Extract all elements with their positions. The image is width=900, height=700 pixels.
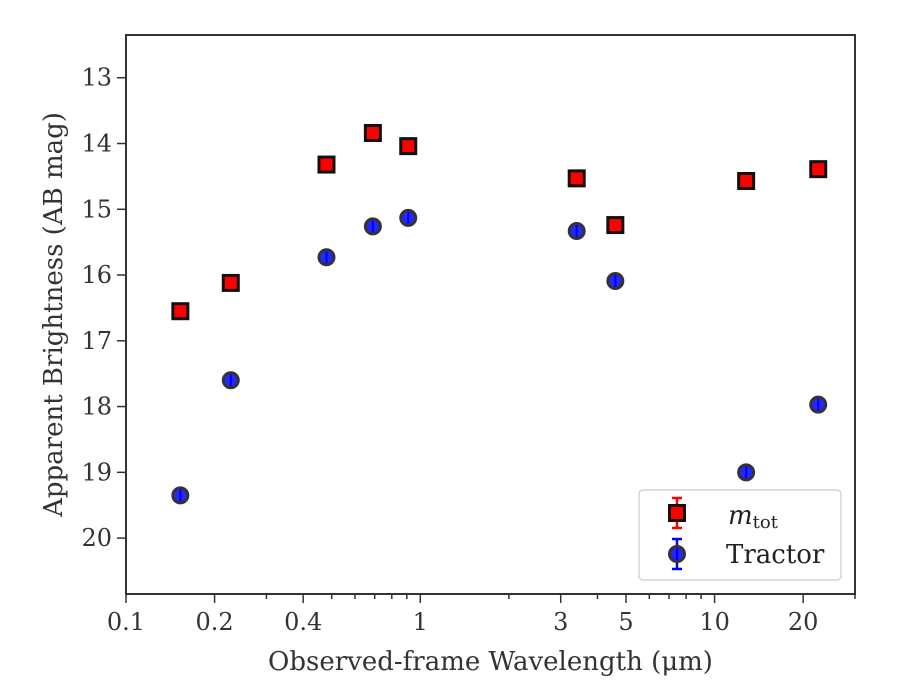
y-axis-label: Apparent Brightness (AB mag) — [39, 112, 69, 518]
y-tick-label: 15 — [81, 195, 112, 223]
x-tick-label: 0.2 — [196, 608, 234, 636]
legend-label-m-tot-base: m — [728, 501, 753, 531]
data-points — [171, 123, 828, 505]
data-point-circle — [221, 371, 240, 390]
y-tick-label: 19 — [81, 458, 112, 486]
plot-area-frame — [125, 34, 856, 595]
x-axis-ticks: 0.1 0.2 0.4 1 3 5 10 20 — [107, 594, 856, 636]
y-tick-label: 20 — [81, 524, 112, 552]
x-tick-label: 1 — [413, 608, 428, 636]
data-point-circle — [606, 271, 625, 290]
y-tick-label: 18 — [81, 393, 112, 421]
legend-label-m-tot-subscript: tot — [753, 512, 779, 533]
data-point-square — [809, 160, 828, 179]
data-point-square — [317, 155, 336, 174]
x-tick-label: 0.1 — [107, 608, 145, 636]
x-axis-label: Observed-frame Wavelength (μm) — [268, 647, 713, 677]
data-point-square — [363, 123, 382, 142]
y-tick-label: 13 — [81, 64, 112, 92]
legend-marker-tractor — [668, 537, 686, 571]
data-point-square — [221, 273, 240, 292]
legend-circle-marker — [668, 545, 686, 563]
x-tick-label: 0.4 — [284, 608, 322, 636]
x-tick-label: 10 — [699, 608, 730, 636]
y-tick-label: 17 — [81, 327, 112, 355]
data-point-circle — [171, 486, 190, 505]
series-tractor — [171, 208, 828, 505]
data-point-circle — [317, 248, 336, 267]
data-point-circle — [737, 463, 756, 482]
data-point-square — [399, 137, 418, 156]
data-point-circle — [363, 217, 382, 236]
legend-label-m-tot: mtot — [728, 501, 779, 533]
series-m-tot — [171, 123, 828, 321]
legend: mtot Tractor — [638, 489, 842, 581]
legend-marker-m-tot — [668, 496, 686, 530]
x-tick-label: 20 — [788, 608, 819, 636]
data-point-circle — [567, 221, 586, 240]
y-tick-label: 14 — [81, 130, 112, 158]
x-tick-label: 5 — [618, 608, 633, 636]
legend-box — [638, 489, 842, 581]
data-point-circle — [399, 208, 418, 227]
data-point-square — [737, 171, 756, 190]
y-axis-ticks: 13 14 15 16 17 18 19 20 — [81, 64, 126, 552]
data-point-circle — [809, 395, 828, 414]
data-point-square — [606, 216, 625, 235]
legend-square-marker — [668, 504, 686, 522]
legend-label-tractor: Tractor — [726, 540, 825, 570]
y-tick-label: 16 — [81, 261, 112, 289]
x-tick-label: 3 — [553, 608, 568, 636]
data-point-square — [171, 302, 190, 321]
data-point-square — [567, 169, 586, 188]
